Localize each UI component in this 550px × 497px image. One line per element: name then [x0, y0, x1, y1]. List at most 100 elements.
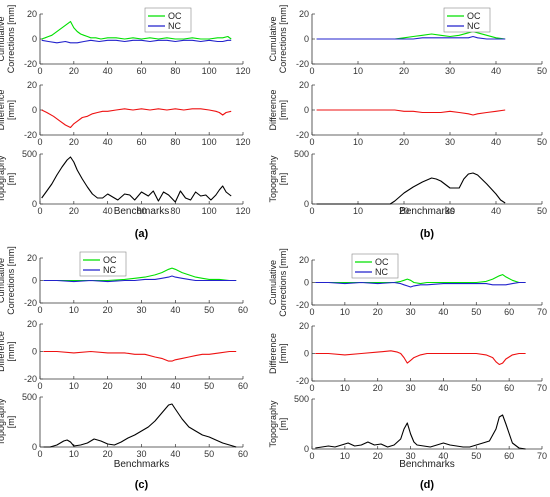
series-line-difference: [43, 350, 237, 362]
y-axis-label: Difference: [268, 333, 278, 374]
x-tick-label: 10: [69, 381, 79, 391]
x-tick-label: 0: [37, 137, 42, 147]
series-line-nc: [43, 275, 237, 283]
y-axis-label: Cumulative: [268, 16, 278, 61]
x-tick-label: 60: [136, 206, 146, 216]
x-tick-label: 0: [37, 305, 42, 315]
x-tick-label: 30: [136, 305, 146, 315]
x-tick-label: 40: [491, 137, 501, 147]
x-tick-label: 10: [340, 307, 350, 317]
x-tick-label: 30: [136, 381, 146, 391]
y-tick-label: 20: [27, 253, 37, 263]
x-tick-label: 20: [373, 451, 383, 461]
legend-box: [351, 253, 399, 279]
x-tick-label: 0: [37, 449, 42, 459]
x-tick-label: 50: [204, 449, 214, 459]
x-axis-label: Benchmarks: [399, 459, 455, 470]
y-tick-label: 0: [304, 34, 309, 44]
x-tick-label: 20: [69, 206, 79, 216]
x-tick-label: 10: [353, 66, 363, 76]
y-axis-label: [mm]: [6, 100, 16, 120]
x-axis-label: Benchmarks: [114, 459, 170, 470]
x-tick-label: 50: [204, 381, 214, 391]
series-line-difference: [41, 108, 232, 129]
x-tick-label: 60: [238, 305, 248, 315]
x-tick-label: 50: [204, 305, 214, 315]
x-tick-label: 50: [537, 137, 547, 147]
x-tick-label: 60: [504, 307, 514, 317]
legend-label: OC: [467, 11, 481, 21]
y-tick-label: 0: [32, 34, 37, 44]
x-tick-label: 0: [309, 383, 314, 393]
x-tick-label: 40: [438, 451, 448, 461]
x-tick-label: 50: [537, 66, 547, 76]
y-axis-label: Corrections [mm]: [6, 246, 16, 315]
y-axis-label: Cumulative: [0, 258, 6, 303]
series-line-topography: [316, 172, 506, 205]
x-tick-label: 60: [504, 383, 514, 393]
y-tick-label: -20: [24, 59, 37, 69]
x-tick-label: 10: [69, 449, 79, 459]
legend-label: NC: [168, 21, 181, 31]
x-tick-label: 120: [235, 206, 250, 216]
y-axis-label: Topography: [0, 398, 6, 446]
y-tick-label: -20: [296, 59, 309, 69]
series-line-oc: [43, 267, 237, 282]
x-tick-label: 0: [37, 66, 42, 76]
y-axis-label: Corrections [mm]: [6, 5, 16, 74]
series-line-topography: [41, 156, 232, 203]
y-axis-label: [m]: [6, 173, 16, 186]
x-tick-label: 20: [399, 137, 409, 147]
series-line-topography: [43, 403, 237, 448]
y-tick-label: 20: [27, 319, 37, 329]
x-tick-label: 30: [406, 451, 416, 461]
x-tick-label: 0: [309, 66, 314, 76]
subplot-topography: 0 10 20 30 40 50 60 70 0 500 Topography [m]: [268, 394, 547, 461]
x-tick-label: 100: [202, 137, 217, 147]
legend-label: OC: [103, 255, 117, 265]
y-axis-label: Difference: [0, 90, 6, 131]
x-axis-label: Benchmarks: [114, 206, 170, 217]
y-axis-label: [mm]: [278, 344, 288, 364]
series-line-nc: [315, 281, 526, 288]
y-tick-label: 0: [32, 105, 37, 115]
y-axis-label: Cumulative: [0, 16, 6, 61]
subplot-topography: 0 20 40 60 80 100 120 0 500 Topography [m]: [0, 149, 251, 216]
y-axis-label: [mm]: [278, 100, 288, 120]
x-tick-label: 80: [170, 137, 180, 147]
y-axis-label: [m]: [6, 416, 16, 429]
x-tick-label: 30: [445, 137, 455, 147]
x-tick-label: 100: [202, 206, 217, 216]
y-tick-label: 0: [32, 199, 37, 209]
x-tick-label: 20: [69, 66, 79, 76]
x-tick-label: 30: [136, 449, 146, 459]
x-tick-label: 0: [309, 137, 314, 147]
y-tick-label: 0: [304, 278, 309, 288]
panel-label: (c): [135, 479, 149, 491]
legend-box: [79, 251, 127, 277]
y-axis-label: Corrections [mm]: [278, 248, 288, 317]
x-tick-label: 30: [406, 307, 416, 317]
y-tick-label: 20: [27, 9, 37, 19]
series-line-oc: [41, 20, 232, 40]
y-axis-label: Corrections [mm]: [278, 5, 288, 74]
x-tick-label: 0: [309, 206, 314, 216]
x-tick-label: 20: [69, 137, 79, 147]
y-tick-label: 0: [304, 349, 309, 359]
series-line-difference: [315, 350, 526, 366]
y-axis-label: Cumulative: [268, 260, 278, 305]
y-axis-label: [mm]: [6, 342, 16, 362]
y-tick-label: 0: [32, 347, 37, 357]
x-tick-label: 10: [340, 383, 350, 393]
y-axis-label: [m]: [278, 173, 288, 186]
y-tick-label: -20: [296, 376, 309, 386]
